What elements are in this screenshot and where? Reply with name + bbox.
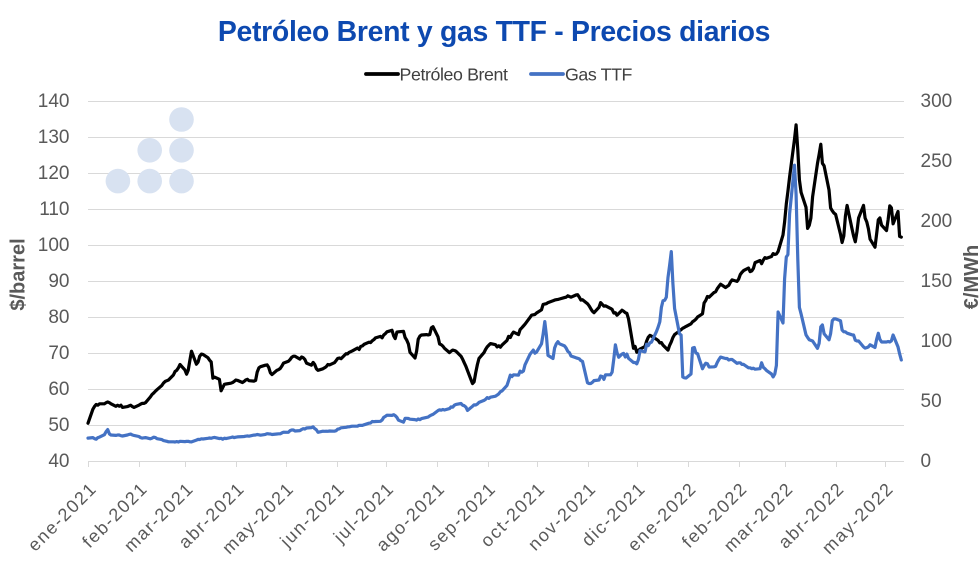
- svg-text:100: 100: [921, 331, 953, 352]
- svg-text:80: 80: [48, 307, 69, 328]
- svg-text:110: 110: [39, 199, 69, 220]
- svg-text:120: 120: [38, 163, 70, 184]
- svg-text:90: 90: [48, 271, 69, 292]
- svg-text:250: 250: [921, 151, 953, 172]
- svg-text:70: 70: [48, 343, 69, 364]
- svg-text:40: 40: [48, 451, 69, 472]
- svg-text:140: 140: [38, 91, 70, 112]
- svg-text:60: 60: [48, 379, 69, 400]
- svg-text:Petróleo Brent: Petróleo Brent: [400, 65, 509, 85]
- svg-text:50: 50: [48, 415, 69, 436]
- svg-text:Gas TTF: Gas TTF: [565, 65, 633, 85]
- svg-text:200: 200: [921, 211, 953, 232]
- svg-text:0: 0: [921, 451, 932, 472]
- svg-text:300: 300: [921, 91, 953, 112]
- svg-text:130: 130: [38, 127, 70, 148]
- svg-text:Petróleo Brent y gas TTF - Pre: Petróleo Brent y gas TTF - Precios diari…: [218, 16, 770, 48]
- svg-text:100: 100: [38, 235, 70, 256]
- svg-text:$/barrel: $/barrel: [8, 238, 30, 310]
- svg-text:150: 150: [921, 271, 953, 292]
- svg-text:50: 50: [921, 391, 942, 412]
- svg-text:€/MWh: €/MWh: [961, 245, 980, 309]
